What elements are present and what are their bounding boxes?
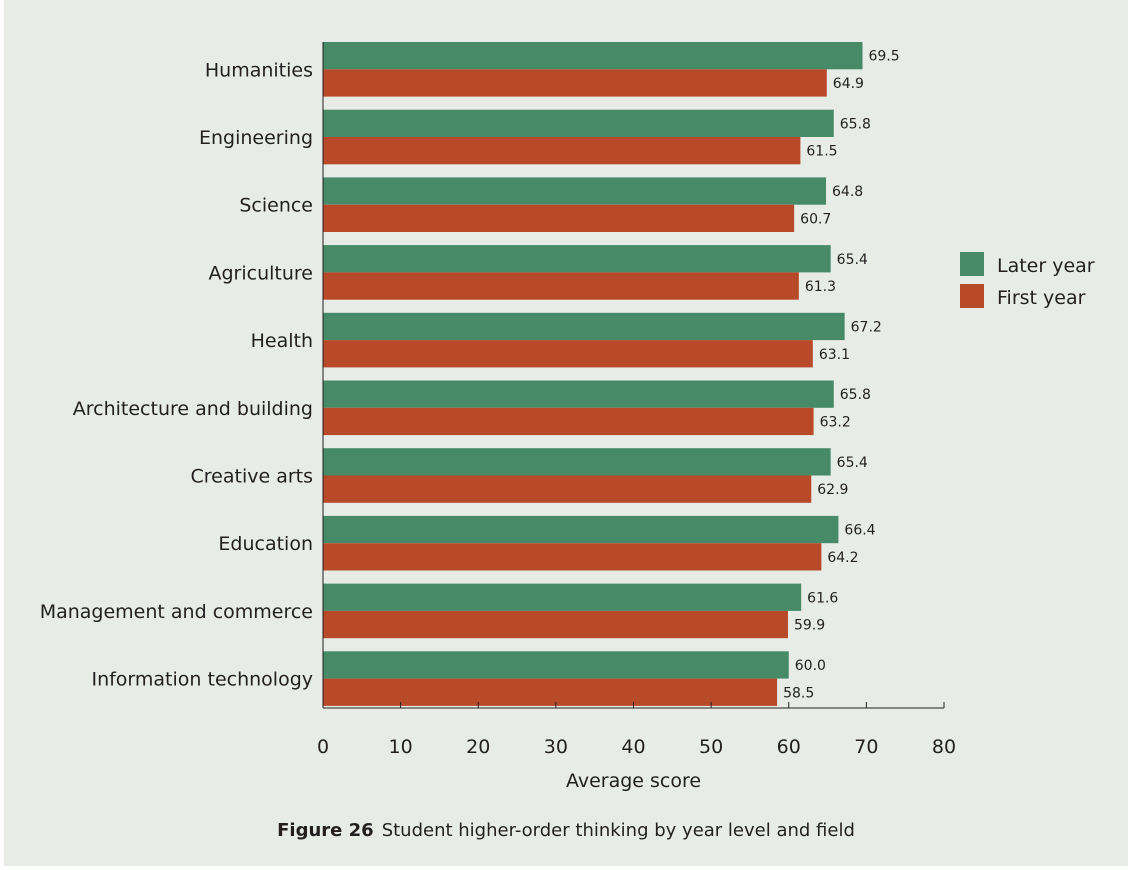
bar-first-year (323, 69, 827, 97)
bar-later-year (323, 448, 831, 476)
bar-first-year (323, 272, 799, 300)
data-label: 65.8 (840, 387, 871, 403)
data-label: 59.9 (794, 618, 825, 634)
data-label: 60.0 (795, 658, 826, 674)
bar-first-year (323, 204, 795, 232)
data-label: 61.6 (807, 590, 838, 606)
x-tick-label: 30 (544, 736, 568, 758)
data-label: 67.2 (851, 319, 882, 335)
bar-later-year (323, 109, 834, 137)
x-tick-label: 40 (621, 736, 645, 758)
data-label: 65.4 (837, 252, 868, 268)
bar-later-year (323, 42, 863, 70)
x-tick-label: 10 (389, 736, 413, 758)
data-label: 60.7 (800, 211, 831, 227)
bar-first-year (323, 475, 812, 503)
legend-label: Later year (997, 255, 1095, 277)
category-label: Agriculture (209, 262, 314, 284)
figure-number: Figure 26 (277, 820, 374, 841)
bar-later-year (323, 515, 839, 544)
data-label: 61.3 (805, 279, 836, 295)
figure-panel: Humanities 69.5 64.9 Engineering 65.8 61.5 Sci… (4, 0, 1128, 866)
data-label: 64.2 (827, 550, 858, 566)
category-label: Health (251, 330, 313, 352)
x-tick-label: 60 (777, 736, 801, 758)
x-tick-label: 0 (317, 736, 329, 758)
data-label: 62.9 (817, 482, 848, 498)
category-label: Creative arts (191, 466, 314, 488)
category-label: Science (239, 195, 313, 217)
data-label: 69.5 (868, 49, 899, 65)
category-label: Education (218, 533, 313, 555)
bar-first-year (323, 340, 813, 368)
bar-later-year (323, 380, 834, 408)
x-tick-label: 50 (699, 736, 723, 758)
bar-first-year (323, 407, 814, 436)
bar-first-year (323, 678, 778, 706)
data-label: 63.1 (819, 347, 850, 363)
data-label: 61.5 (806, 144, 837, 160)
legend-swatch-first-year (960, 284, 984, 308)
category-label: Architecture and building (73, 398, 313, 420)
data-label: 63.2 (820, 414, 851, 430)
bar-later-year (323, 651, 789, 679)
category-label: Management and commerce (40, 601, 313, 623)
bar-chart: Humanities69.564.9Engineering65.861.5Sci… (40, 42, 1095, 792)
x-tick-label: 80 (932, 736, 956, 758)
legend-swatch-later-year (960, 252, 984, 276)
data-label: 66.4 (844, 523, 875, 539)
figure-caption: Figure 26 Student higher-order thinking b… (4, 820, 1128, 841)
bar-later-year (323, 245, 831, 273)
category-label: Engineering (199, 127, 313, 149)
category-label: Information technology (91, 669, 313, 691)
category-label: Humanities (205, 59, 313, 81)
data-label: 58.5 (783, 685, 814, 701)
data-label: 65.8 (840, 116, 871, 132)
legend-label: First year (997, 287, 1086, 309)
data-label: 64.9 (833, 76, 864, 92)
data-label: 64.8 (832, 184, 863, 200)
bar-later-year (323, 583, 802, 611)
data-label: 65.4 (837, 455, 868, 471)
bar-first-year (323, 610, 788, 639)
x-tick-label: 20 (466, 736, 490, 758)
figure-caption-text: Student higher-order thinking by year le… (381, 820, 855, 841)
bar-first-year (323, 137, 801, 165)
bar-later-year (323, 312, 845, 341)
bar-first-year (323, 543, 822, 571)
x-axis-title: Average score (566, 770, 701, 792)
x-tick-label: 70 (854, 736, 878, 758)
bar-later-year (323, 177, 827, 205)
